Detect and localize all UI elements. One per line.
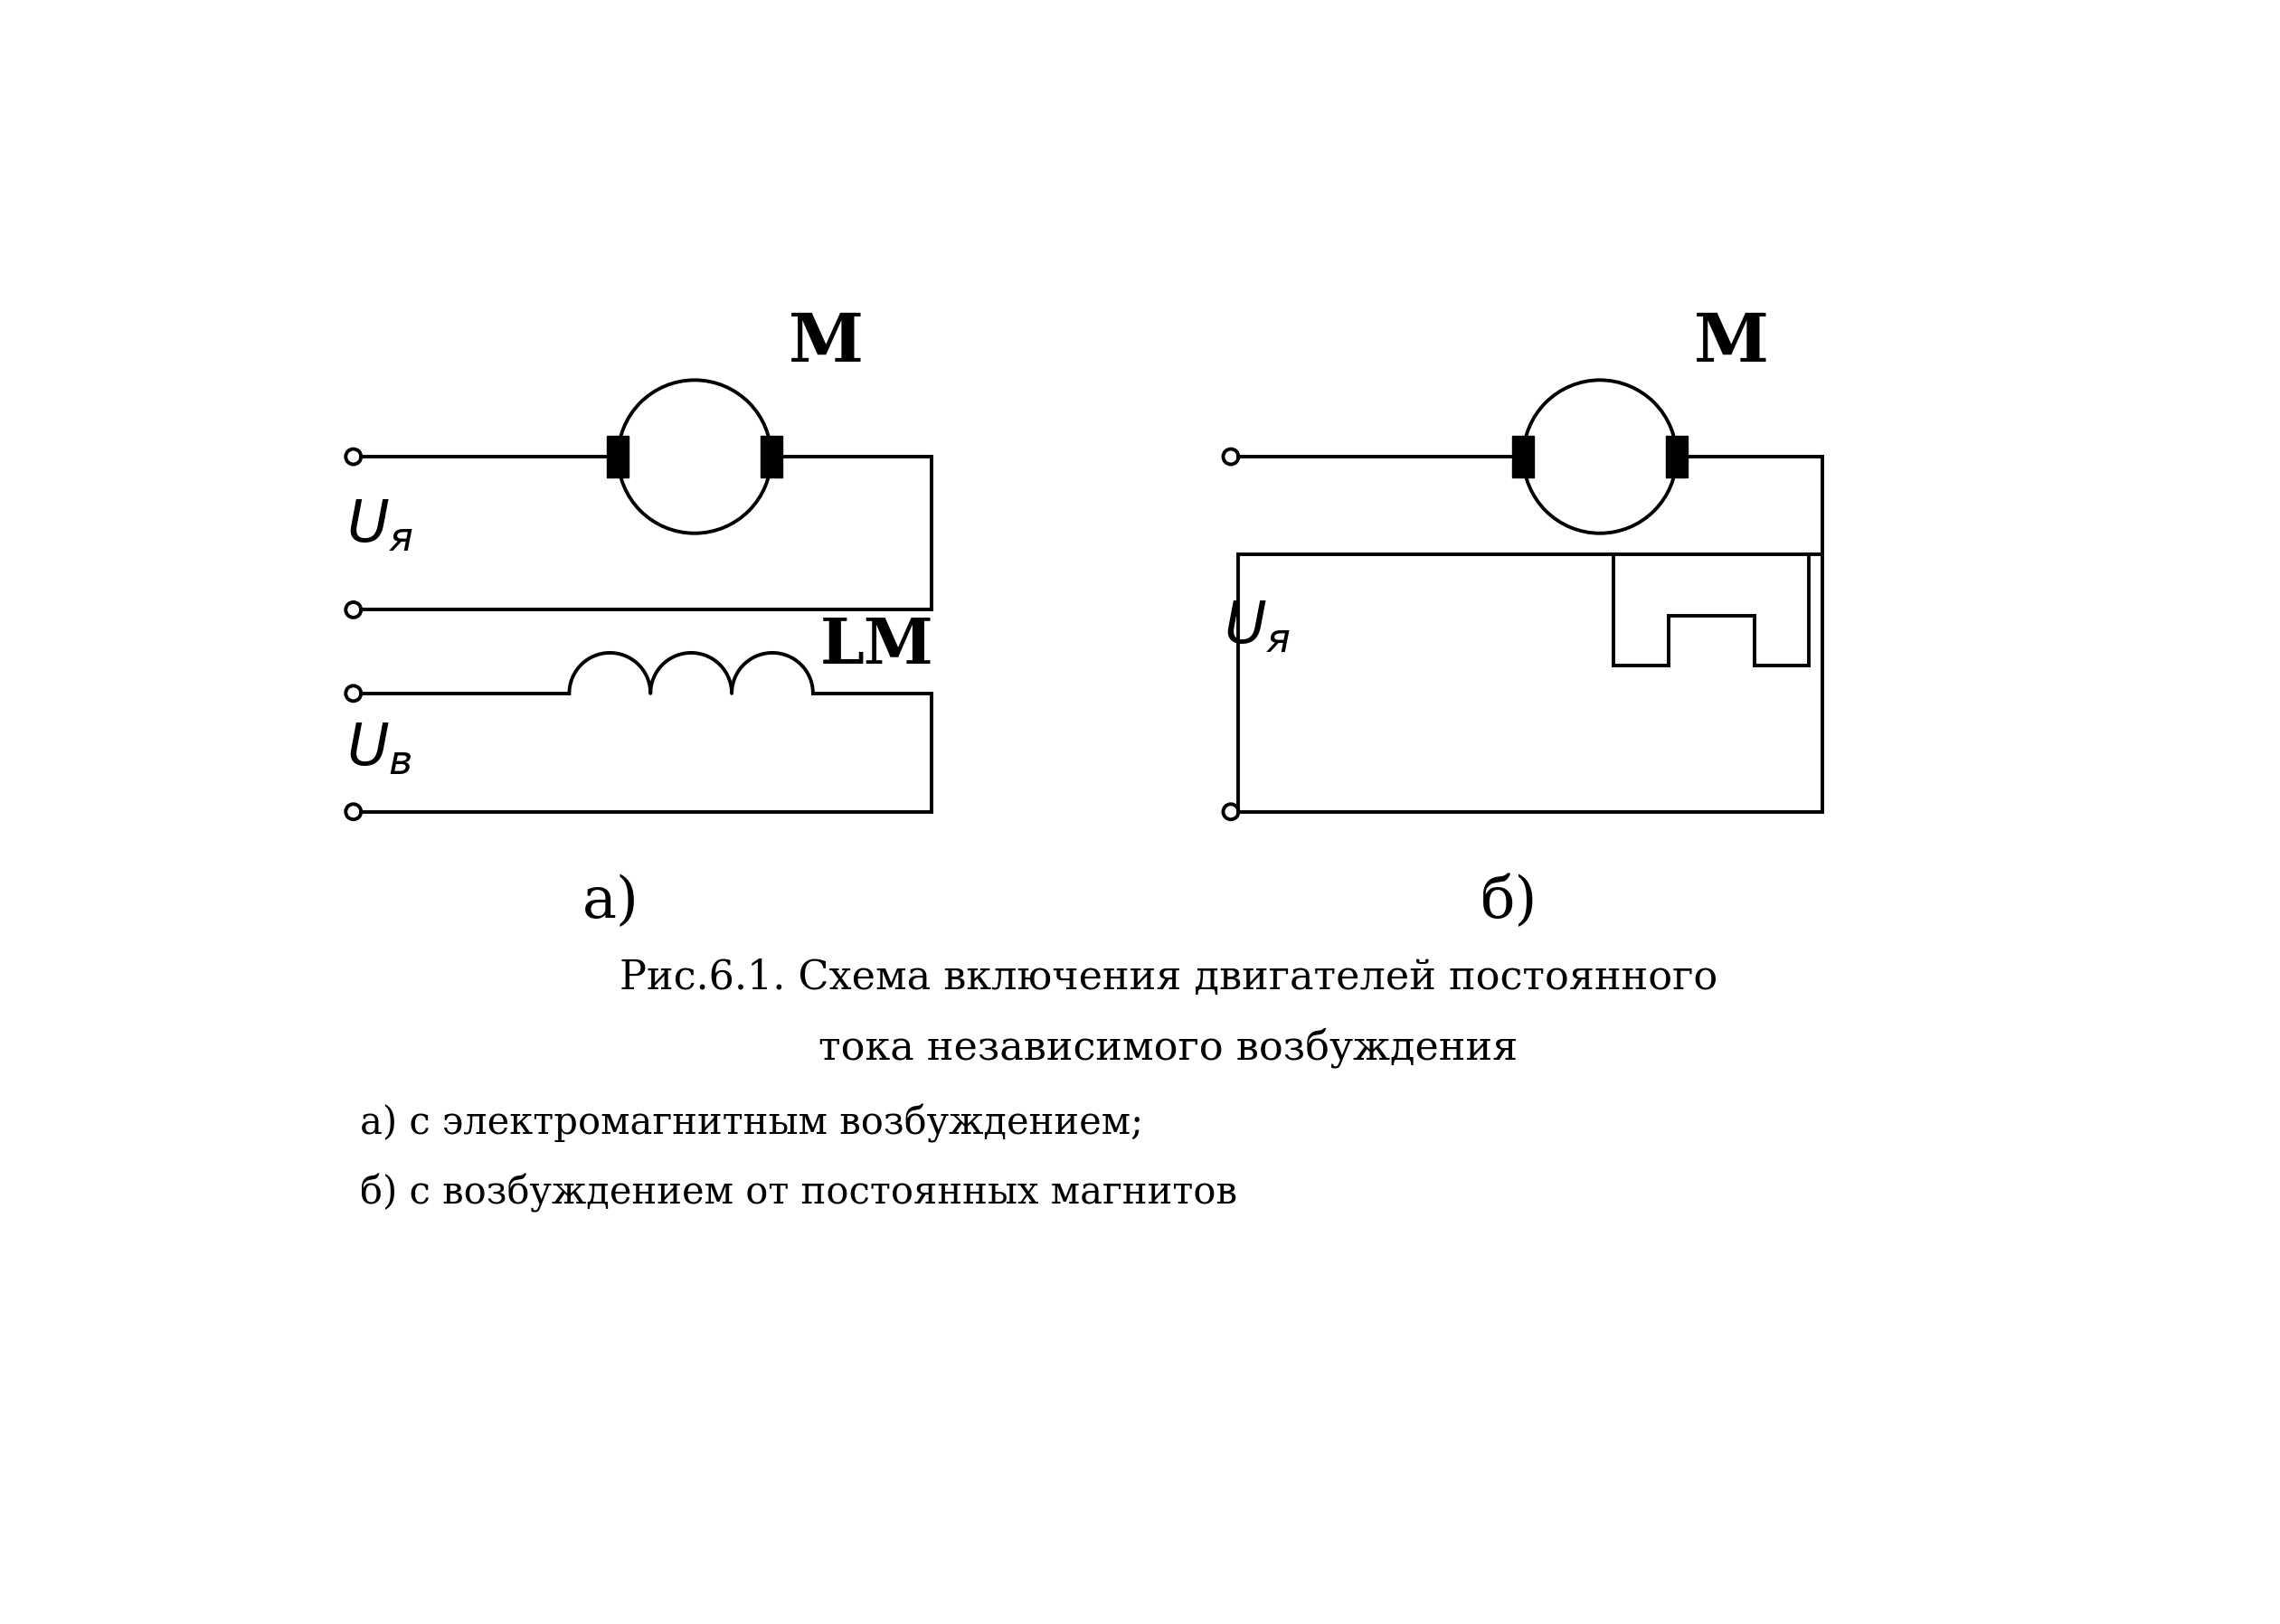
Text: $U_я$: $U_я$ [1224,599,1290,654]
Text: $U_я$: $U_я$ [347,499,413,554]
Text: LM: LM [821,615,935,676]
Text: Рис.6.1. Схема включения двигателей постоянного: Рис.6.1. Схема включения двигателей пост… [620,958,1717,997]
Text: а): а) [584,874,638,929]
Text: б): б) [1480,874,1539,929]
Text: тока независимого возбуждения: тока независимого возбуждения [819,1028,1518,1069]
Bar [606,435,629,477]
Bar [1667,435,1687,477]
Text: M: M [1694,310,1769,377]
Text: б) с возбуждением от постоянных магнитов: б) с возбуждением от постоянных магнитов [360,1174,1238,1213]
Text: $U_в$: $U_в$ [347,721,413,776]
Text: а) с электромагнитным возбуждением;: а) с электромагнитным возбуждением; [360,1104,1145,1143]
Bar [1512,435,1534,477]
Bar [762,435,782,477]
Text: M: M [789,310,864,377]
